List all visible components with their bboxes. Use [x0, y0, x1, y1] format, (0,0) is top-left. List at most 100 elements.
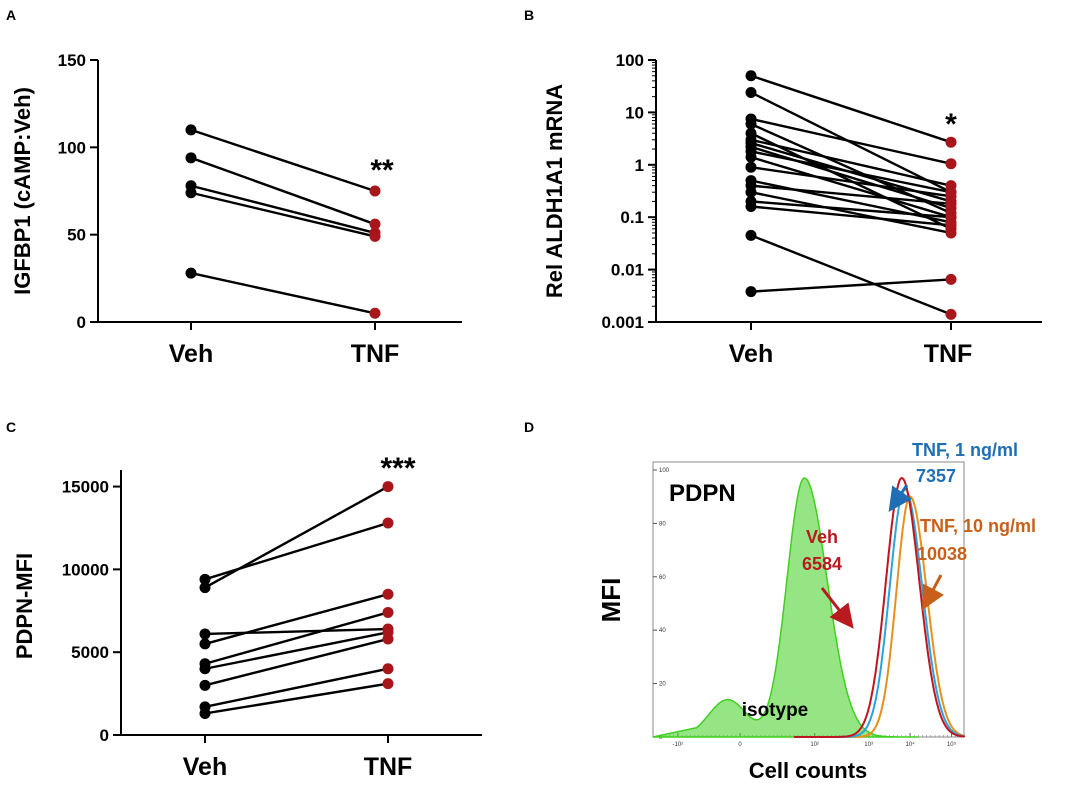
- pair-line: [750, 155, 952, 219]
- panel-c-significance: ***: [380, 452, 415, 485]
- pair-line: [750, 205, 952, 227]
- veh-point: [199, 582, 211, 594]
- tnf-point: [945, 198, 957, 210]
- pair-line: [190, 191, 376, 238]
- veh-point: [199, 628, 211, 640]
- veh-point: [745, 161, 757, 173]
- panel-b-y-label: Rel ALDH1A1 mRNA: [542, 84, 567, 298]
- panel-d-title: PDPN: [669, 480, 736, 507]
- panel-d-y-label: MFI: [596, 578, 626, 623]
- panel-c: C 0 5000 10000 15000 PDPN-MFI Veh TNF ***: [6, 419, 482, 781]
- pair-line: [204, 637, 389, 687]
- panel-a-x-label-tnf: TNF: [351, 340, 400, 368]
- panel-a-label: A: [6, 7, 16, 23]
- pair-line: [750, 138, 952, 187]
- veh-point: [745, 229, 757, 241]
- annotation-veh-label: Veh: [806, 527, 838, 547]
- veh-point: [199, 707, 211, 719]
- d-y-tick-label: 20: [659, 682, 666, 688]
- tnf-point: [382, 517, 394, 529]
- panel-c-y-ticks: 0 5000 10000 15000: [62, 478, 389, 745]
- tnf-point: [945, 308, 957, 320]
- panel-b-y-ticks: 0.001 0.01 0.1 1 10 100: [601, 51, 952, 332]
- veh-point: [745, 286, 757, 298]
- panel-b-label: B: [524, 7, 534, 23]
- tnf-point: [382, 633, 394, 645]
- tnf-point: [945, 211, 957, 223]
- pair-line: [190, 156, 376, 226]
- pair-line: [204, 593, 389, 646]
- annotation-tnf1-label: TNF, 1 ng/ml: [912, 440, 1018, 460]
- y-tick-label: 1: [635, 156, 644, 175]
- panel-c-pairs: [199, 481, 394, 719]
- d-x-tick-label: 10⁴: [905, 741, 915, 748]
- panel-b: B 0.001 0.01 0.1 1 10 100 Rel ALDH1A1 mRNA Ve…: [524, 7, 1042, 368]
- panel-b-significance: *: [945, 108, 957, 141]
- d-y-tick-label: 80: [659, 521, 666, 527]
- y-tick-label: 100: [58, 138, 86, 157]
- panel-b-pairs: [745, 70, 957, 320]
- pair-line: [204, 667, 389, 709]
- tnf-point: [369, 185, 381, 197]
- y-tick-label: 150: [58, 51, 86, 70]
- pair-line: [204, 485, 389, 589]
- pair-line: [750, 74, 952, 144]
- tnf-point: [369, 307, 381, 319]
- isotype-histogram: [652, 477, 919, 738]
- panel-c-label: C: [6, 419, 16, 435]
- d-x-tick-label: 0: [738, 742, 742, 748]
- pair-line: [750, 191, 952, 235]
- y-tick-label: 10000: [62, 560, 109, 579]
- annotation-tnf10-label: TNF, 10 ng/ml: [920, 516, 1036, 536]
- y-tick-label: 0.1: [620, 208, 644, 227]
- histogram-1: [794, 476, 965, 738]
- y-tick-label: 0: [77, 313, 86, 332]
- veh-point: [185, 152, 197, 164]
- panel-d: D 0 20 40 60 80 100 -10² 0 10² 10³ 10⁴ 10⁵ PDPN MFI…: [524, 419, 1036, 783]
- tnf-point: [945, 136, 957, 148]
- pair-line: [204, 627, 389, 636]
- pair-line: [190, 271, 376, 315]
- tnf-point: [382, 606, 394, 618]
- d-y-tick-label: 0: [659, 735, 663, 741]
- panel-d-histograms: [652, 476, 965, 738]
- veh-point: [185, 124, 197, 136]
- pair-line: [204, 611, 389, 665]
- tnf-point: [382, 678, 394, 690]
- veh-point: [745, 86, 757, 98]
- pair-line: [750, 184, 952, 206]
- y-tick-label: 100: [616, 51, 644, 70]
- veh-point: [199, 573, 211, 585]
- tnf-point: [382, 663, 394, 675]
- d-x-tick-label: 10⁵: [947, 741, 957, 748]
- pair-line: [204, 521, 389, 581]
- tnf-point: [945, 158, 957, 170]
- panel-a-pairs: [185, 124, 381, 319]
- d-x-tick-label: -10²: [673, 742, 684, 748]
- tnf-point: [382, 588, 394, 600]
- y-tick-label: 50: [67, 226, 86, 245]
- veh-point: [185, 267, 197, 279]
- d-x-tick-label: 10³: [864, 742, 873, 748]
- panel-d-x-label: Cell counts: [749, 758, 868, 783]
- pair-line: [190, 128, 376, 193]
- panel-a-y-ticks: 0 50 100 150: [58, 51, 376, 332]
- y-tick-label: 15000: [62, 478, 109, 497]
- tnf-point: [369, 218, 381, 230]
- d-x-tick-label: 10²: [810, 742, 819, 748]
- d-y-tick-label: 60: [659, 575, 666, 581]
- tnf-point: [945, 273, 957, 285]
- panel-c-x-label-veh: Veh: [183, 753, 227, 781]
- annotation-veh-arrow: [820, 587, 854, 629]
- pair-line: [750, 278, 952, 293]
- tnf-point: [945, 219, 957, 231]
- y-tick-label: 10: [625, 103, 644, 122]
- pair-line: [204, 631, 389, 670]
- veh-point: [185, 187, 197, 199]
- annotation-tnf10-arrow: [922, 574, 945, 611]
- y-tick-label: 0: [100, 726, 109, 745]
- annotation-isotype: isotype: [742, 700, 809, 721]
- tnf-point: [382, 481, 394, 493]
- annotation-veh-value: 6584: [802, 554, 842, 574]
- pair-line: [750, 117, 952, 165]
